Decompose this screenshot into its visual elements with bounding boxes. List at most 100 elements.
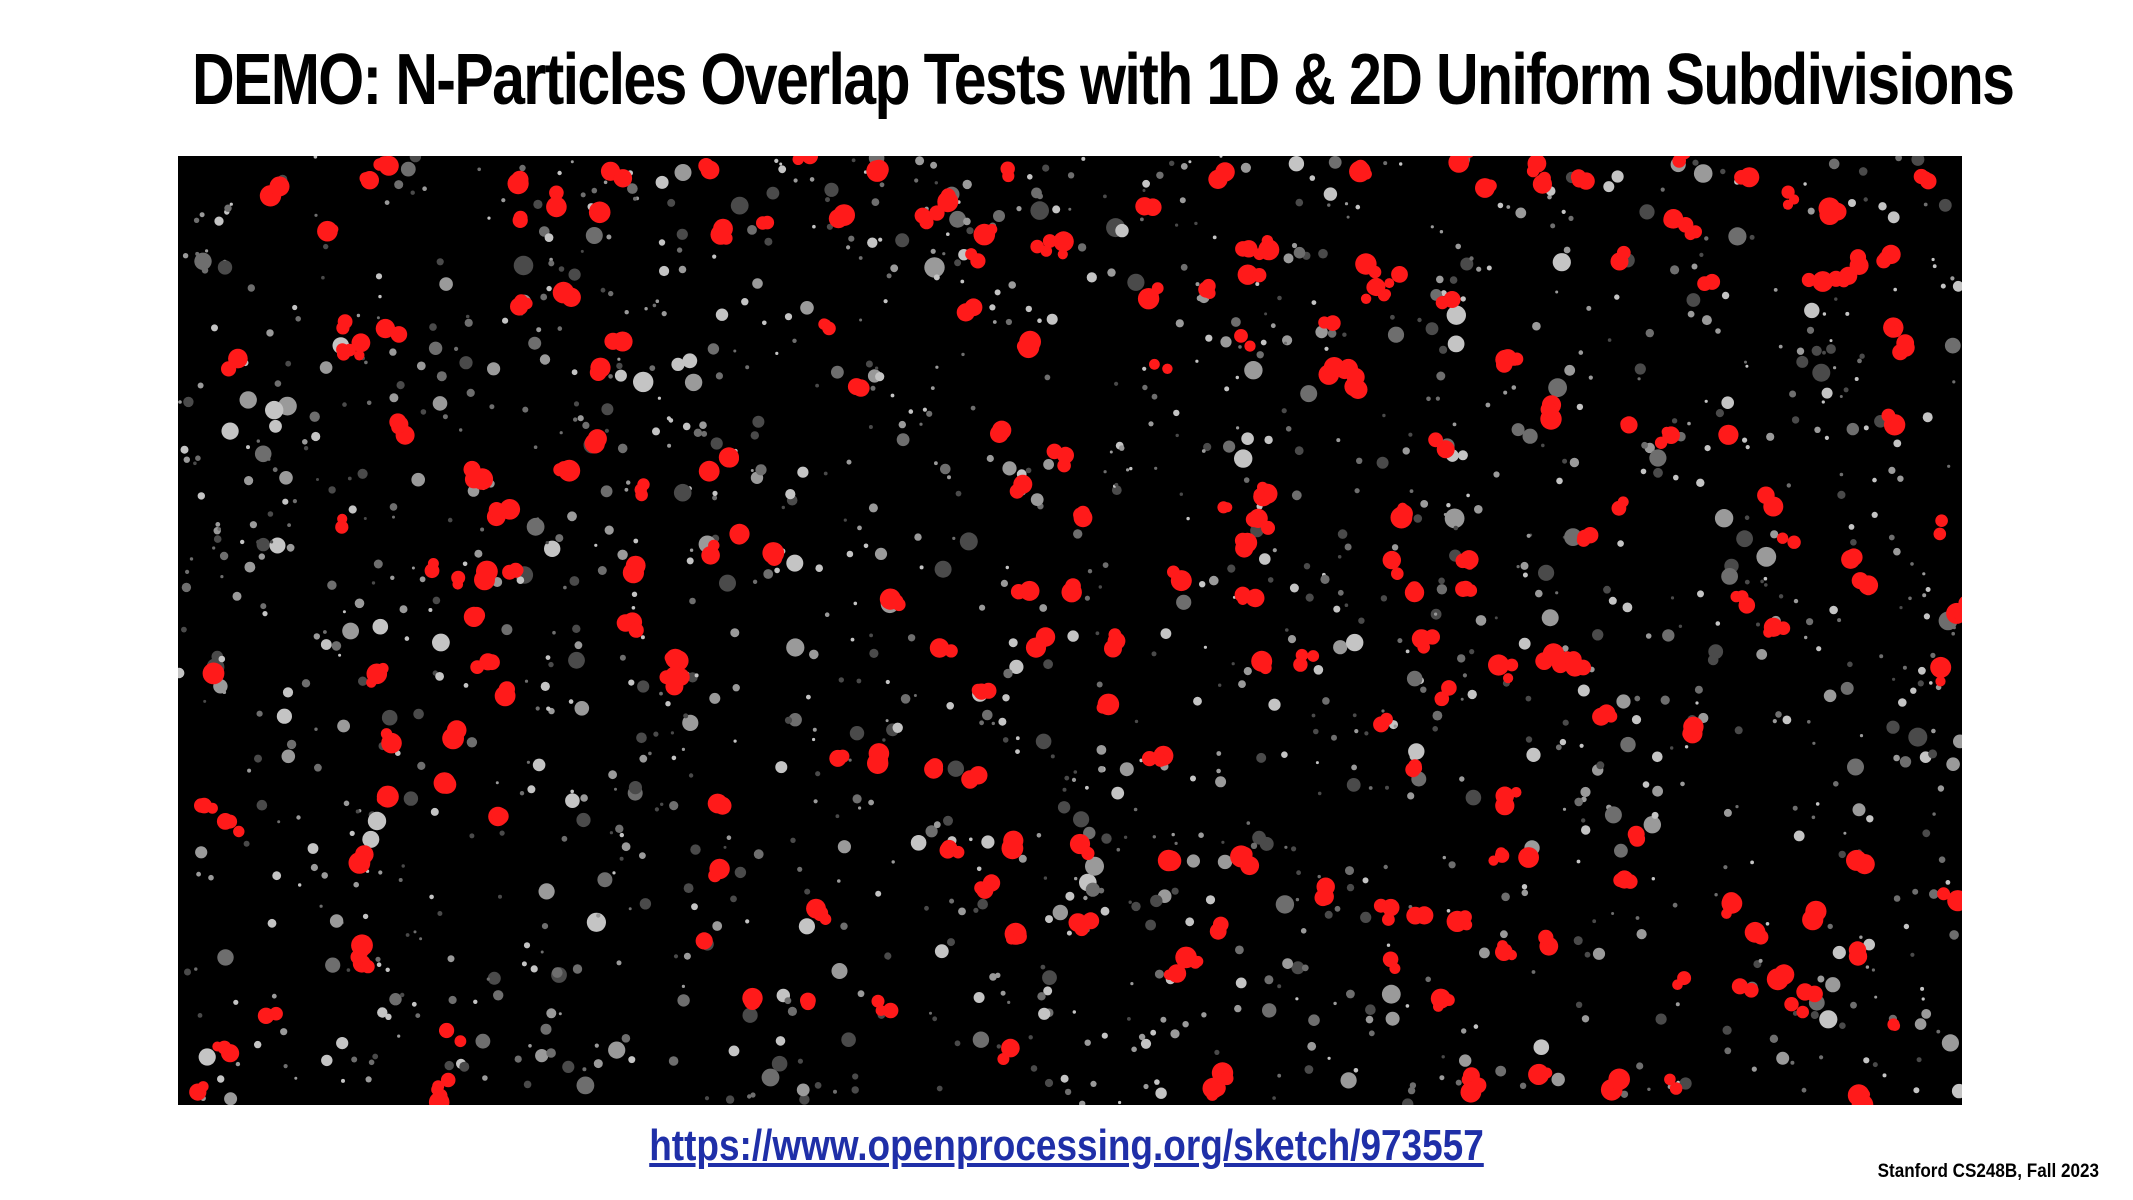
free-particle <box>1804 635 1808 640</box>
free-particle <box>1634 695 1641 702</box>
free-particle <box>659 691 663 696</box>
free-particle <box>336 1037 349 1050</box>
free-particle <box>1282 335 1293 346</box>
free-particle <box>1790 1060 1795 1065</box>
free-particle <box>1460 257 1474 271</box>
free-particle <box>925 825 938 838</box>
free-particle <box>814 1082 822 1089</box>
free-particle <box>180 445 189 454</box>
free-particle <box>730 895 737 903</box>
overlapping-particle <box>760 215 775 230</box>
free-particle <box>1485 402 1491 408</box>
free-particle <box>276 708 292 724</box>
free-particle <box>1285 628 1289 632</box>
free-particle <box>1050 754 1055 759</box>
free-particle <box>1532 321 1541 331</box>
free-particle <box>1086 272 1097 283</box>
free-particle <box>1859 353 1865 359</box>
free-particle <box>224 1092 238 1105</box>
free-particle <box>1085 856 1104 876</box>
free-particle <box>1307 1041 1317 1051</box>
free-particle <box>1670 746 1674 750</box>
free-particle <box>857 525 862 531</box>
overlapping-particle <box>1162 363 1173 374</box>
free-particle <box>989 304 996 311</box>
free-particle <box>1895 156 1902 162</box>
free-particle <box>1231 662 1235 666</box>
free-particle <box>1592 947 1606 960</box>
free-particle <box>311 431 321 442</box>
free-particle <box>639 852 646 859</box>
free-particle <box>1126 468 1130 472</box>
free-particle <box>1083 895 1088 901</box>
free-particle <box>1756 622 1760 627</box>
free-particle <box>1201 1012 1207 1018</box>
free-particle <box>1806 326 1815 334</box>
free-particle <box>1038 1007 1051 1020</box>
free-particle <box>683 883 694 893</box>
free-particle <box>1686 293 1701 307</box>
free-particle <box>883 299 888 304</box>
overlapping-particle <box>1258 239 1280 261</box>
free-particle <box>399 605 408 614</box>
free-particle <box>1622 602 1633 613</box>
free-particle <box>1346 215 1350 219</box>
free-particle <box>1555 591 1559 595</box>
overlapping-particle <box>766 550 783 566</box>
free-particle <box>914 178 919 183</box>
free-particle <box>1283 253 1294 264</box>
free-particle <box>1715 621 1721 626</box>
free-particle <box>815 383 819 388</box>
free-particle <box>502 317 509 324</box>
free-particle <box>673 483 692 502</box>
free-particle <box>621 842 631 852</box>
overlapping-particle <box>1201 278 1216 294</box>
free-particle <box>1042 164 1050 172</box>
overlapping-particle <box>792 156 804 165</box>
free-particle <box>1721 291 1730 300</box>
free-particle <box>996 1044 1001 1049</box>
free-particle <box>934 181 938 185</box>
free-particle <box>269 419 282 433</box>
free-particle <box>243 840 250 847</box>
free-particle <box>689 548 694 552</box>
free-particle <box>1287 635 1297 644</box>
free-particle <box>372 618 389 635</box>
free-particle <box>1406 670 1423 687</box>
free-particle <box>946 702 954 710</box>
sketch-link[interactable]: https://www.openprocessing.org/sketch/97… <box>649 1121 1484 1170</box>
overlapping-particle <box>1295 648 1309 662</box>
overlapping-particle <box>628 556 639 567</box>
free-particle <box>498 894 502 899</box>
free-particle <box>1243 477 1250 483</box>
free-particle <box>1944 337 1961 354</box>
free-particle <box>1116 847 1121 852</box>
free-particle <box>1792 805 1798 811</box>
free-particle <box>569 576 580 586</box>
free-particle <box>286 543 295 552</box>
free-particle <box>1173 409 1180 417</box>
overlapping-particle <box>744 993 761 1010</box>
free-particle <box>422 186 427 191</box>
free-particle <box>444 1060 454 1071</box>
free-particle <box>762 320 767 326</box>
free-particle <box>1037 992 1046 1001</box>
free-particle <box>741 298 749 306</box>
free-particle <box>1085 785 1089 790</box>
free-particle <box>1511 385 1517 390</box>
overlapping-particle <box>1958 596 1962 611</box>
free-particle <box>1170 1029 1180 1039</box>
free-particle <box>1614 843 1628 858</box>
overlapping-particle <box>392 416 409 433</box>
free-particle <box>377 1007 388 1018</box>
overlapping-particle <box>427 558 439 569</box>
free-particle <box>1723 808 1732 817</box>
free-particle <box>466 737 478 748</box>
free-particle <box>709 692 721 704</box>
free-particle <box>217 1075 225 1083</box>
free-particle <box>1102 562 1109 568</box>
free-particle <box>858 256 863 260</box>
free-particle <box>357 468 368 479</box>
free-particle <box>260 603 267 610</box>
free-particle <box>792 338 797 343</box>
